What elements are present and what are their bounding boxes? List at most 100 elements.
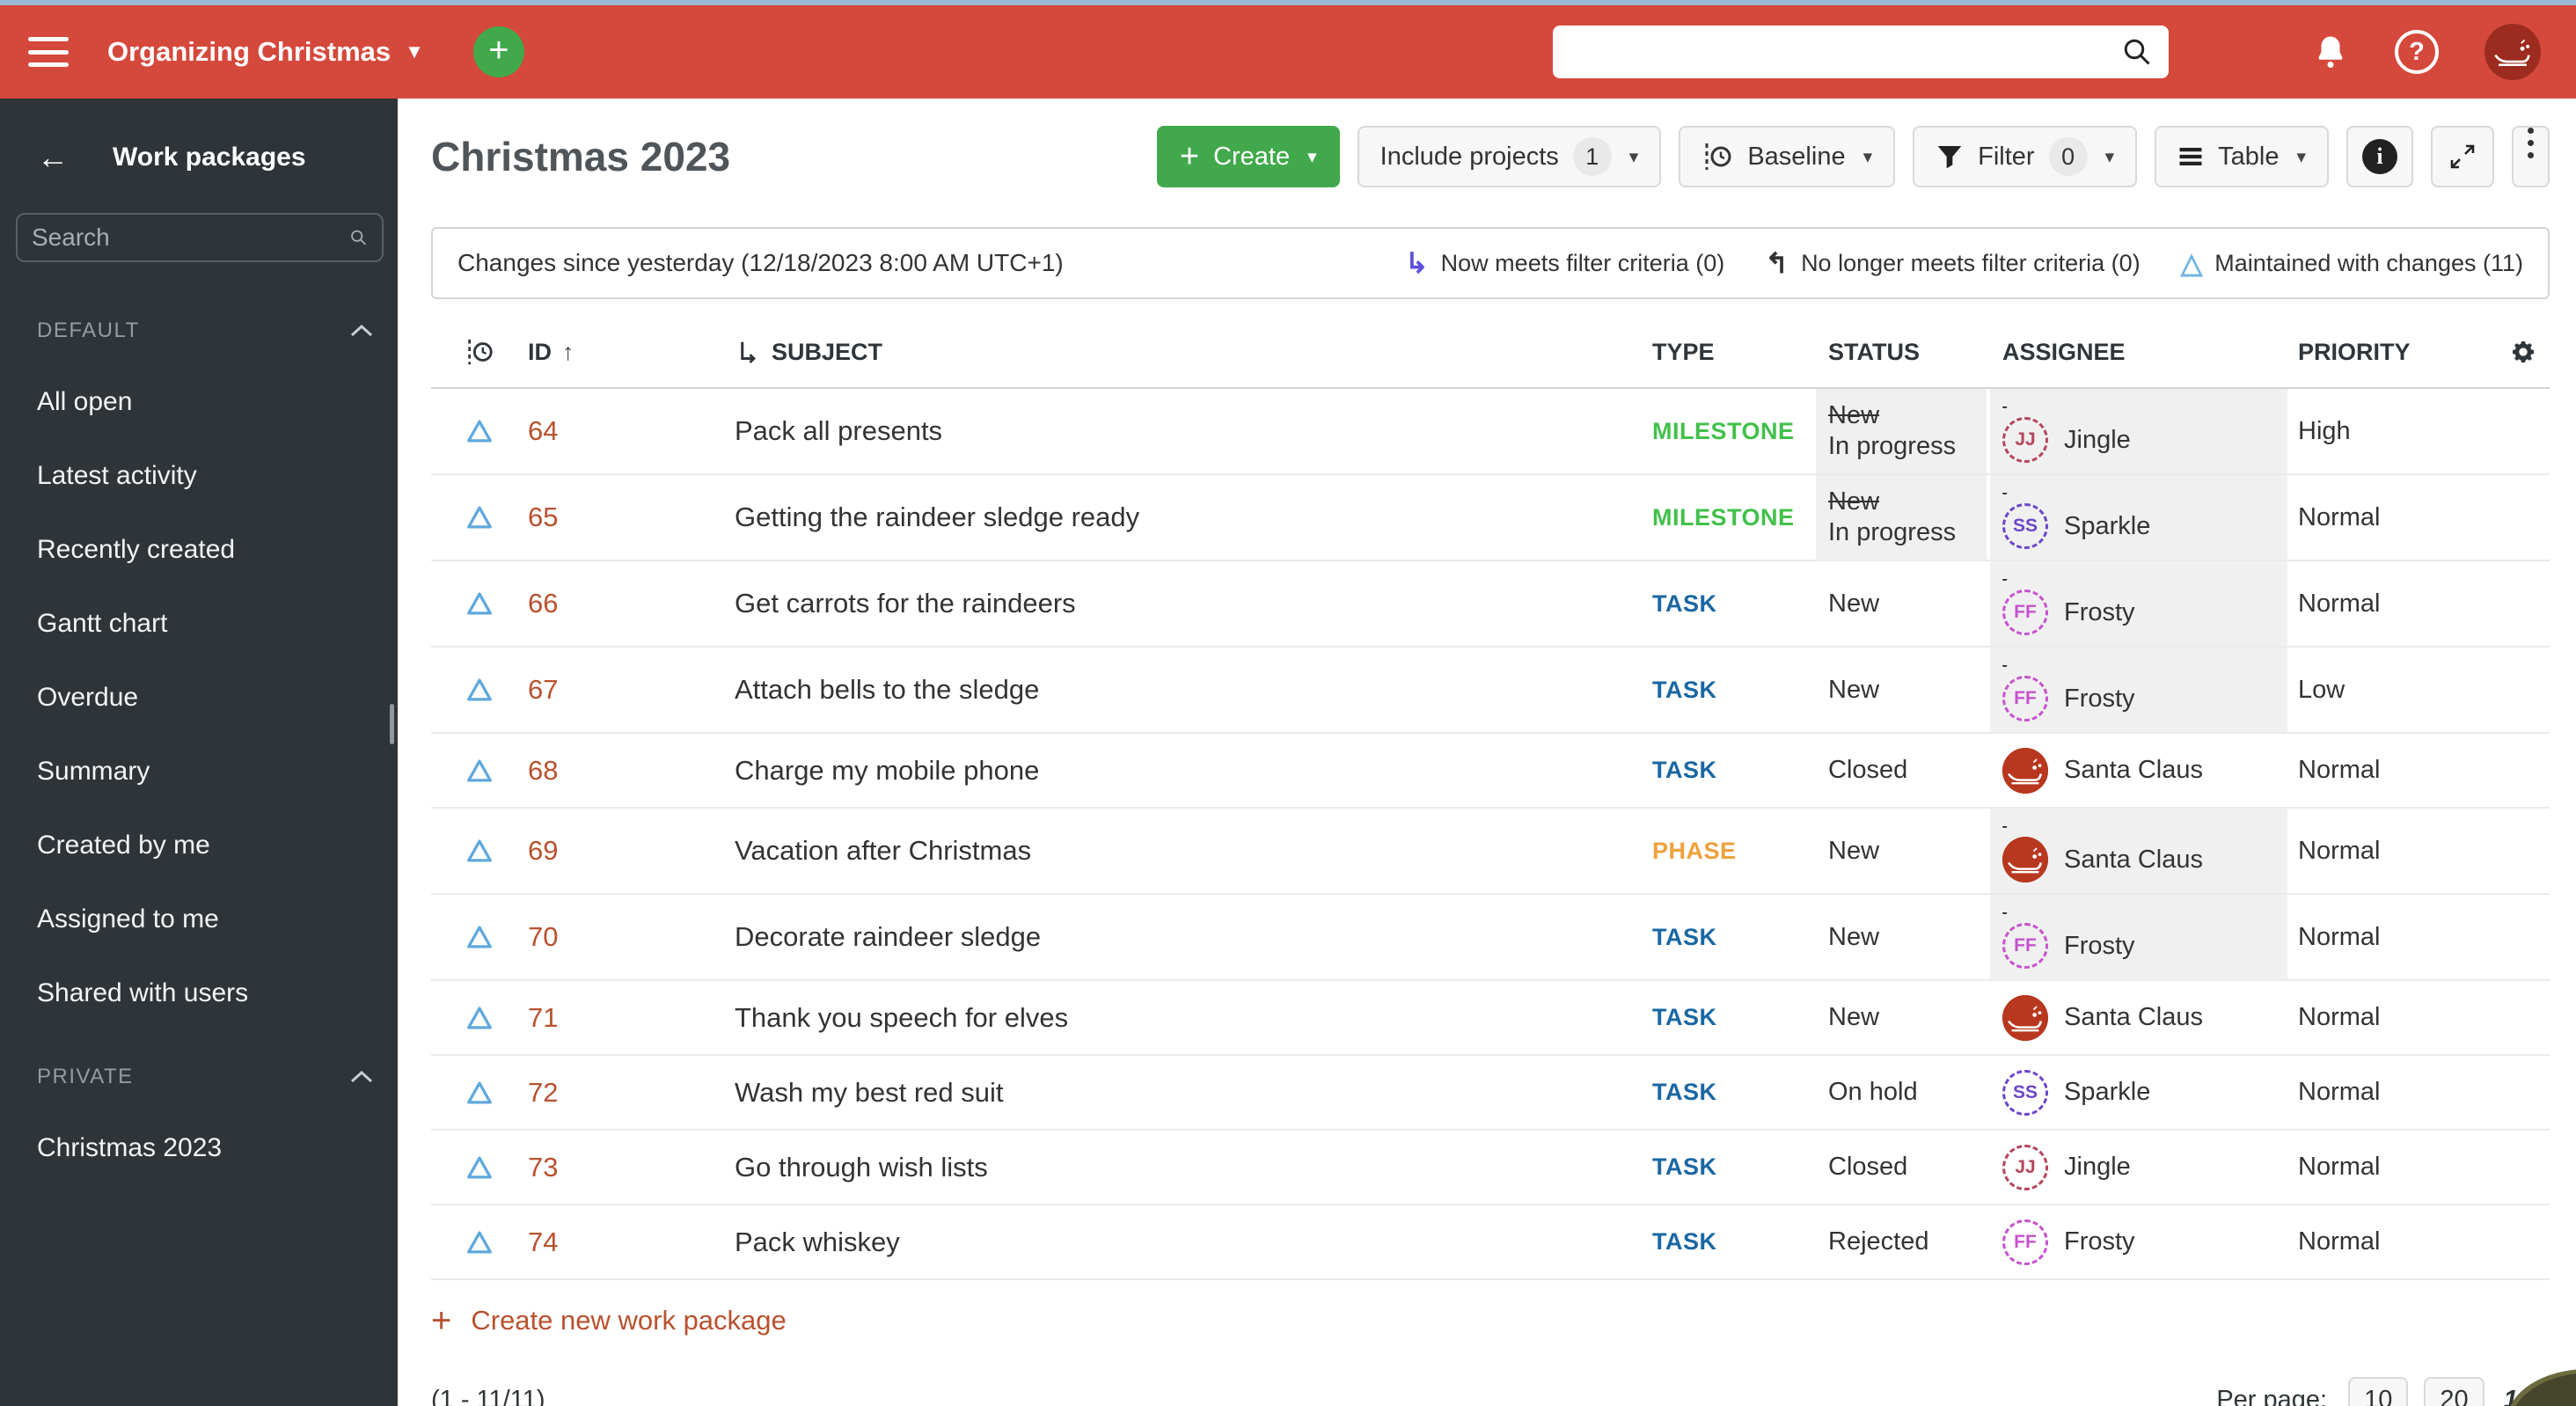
table-row[interactable]: 73 Go through wish lists TASK Closed JJ Jingl… <box>431 1131 2550 1205</box>
work-package-type[interactable]: MILESTONE <box>1652 503 1795 531</box>
work-package-status[interactable]: Closed <box>1816 1131 1990 1204</box>
work-package-status[interactable]: New <box>1816 981 1990 1054</box>
column-header-id[interactable]: ID ↑ <box>528 338 574 365</box>
work-package-type[interactable]: TASK <box>1652 1004 1717 1030</box>
work-package-id-link[interactable]: 68 <box>528 754 559 786</box>
sidebar-item-assigned-to-me[interactable]: Assigned to me <box>37 904 219 934</box>
work-package-subject[interactable]: Thank you speech for elves <box>735 1001 1069 1033</box>
global-search-box[interactable] <box>1553 26 2169 78</box>
work-package-priority[interactable]: Normal <box>2298 756 2381 784</box>
work-package-status[interactable]: New In progress <box>1816 389 1990 473</box>
user-avatar[interactable] <box>2485 24 2541 80</box>
fullscreen-button[interactable] <box>2431 126 2494 187</box>
work-package-type[interactable]: TASK <box>1652 923 1717 950</box>
chevron-up-icon[interactable] <box>350 324 373 338</box>
work-package-status[interactable]: New In progress <box>1816 475 1990 560</box>
filter-button[interactable]: Filter 0 ▾ <box>1913 126 2138 187</box>
work-package-type[interactable]: PHASE <box>1652 837 1737 864</box>
work-package-type[interactable]: TASK <box>1652 757 1717 783</box>
per-page-option-10[interactable]: 10 <box>2348 1377 2409 1406</box>
work-package-status[interactable]: New <box>1816 895 1990 979</box>
table-row[interactable]: 71 Thank you speech for elves TASK New Santa… <box>431 981 2550 1056</box>
work-package-status[interactable]: Rejected <box>1816 1205 1990 1278</box>
work-package-type[interactable]: TASK <box>1652 1228 1717 1255</box>
banner-legend-maintained-with-changes-[interactable]: △ Maintained with changes (11) <box>2181 246 2523 280</box>
work-package-type[interactable]: MILESTONE <box>1652 417 1795 444</box>
sidebar-item-shared-with-users[interactable]: Shared with users <box>37 978 249 1007</box>
quick-add-button[interactable]: + <box>472 26 524 77</box>
sidebar-item-created-by-me[interactable]: Created by me <box>37 831 210 860</box>
work-package-assignee[interactable]: - FF Frosty <box>1990 648 2287 732</box>
work-package-assignee[interactable]: - FF Frosty <box>1990 561 2287 646</box>
work-package-type[interactable]: TASK <box>1652 589 1717 617</box>
create-new-work-package-link[interactable]: + Create new work package <box>431 1301 787 1340</box>
work-package-id-link[interactable]: 66 <box>528 588 559 619</box>
baseline-button[interactable]: Baseline ▾ <box>1679 126 1896 187</box>
table-row[interactable]: 69 Vacation after Christmas PHASE New - Santa… <box>431 809 2550 895</box>
work-package-subject[interactable]: Pack whiskey <box>735 1226 900 1257</box>
baseline-column-icon[interactable] <box>465 337 494 367</box>
per-page-option-20[interactable]: 20 <box>2424 1377 2485 1406</box>
column-header-type[interactable]: TYPE <box>1652 338 1715 365</box>
work-package-status[interactable]: New <box>1816 561 1990 646</box>
work-package-assignee[interactable]: FF Frosty <box>1990 1205 2287 1278</box>
work-package-subject[interactable]: Get carrots for the raindeers <box>735 588 1076 619</box>
work-package-priority[interactable]: Normal <box>2298 836 2381 865</box>
sidebar-section-default[interactable]: DEFAULT <box>37 319 373 343</box>
sidebar-section-private[interactable]: PRIVATE <box>37 1065 373 1089</box>
global-search-input[interactable] <box>1569 38 2121 66</box>
view-mode-button[interactable]: Table ▾ <box>2155 126 2329 187</box>
sidebar-item-recently-created[interactable]: Recently created <box>37 535 236 564</box>
work-package-priority[interactable]: Low <box>2298 675 2345 704</box>
work-package-subject[interactable]: Decorate raindeer sledge <box>735 921 1042 952</box>
work-package-priority[interactable]: Normal <box>2298 922 2381 951</box>
work-package-assignee[interactable]: - FF Frosty <box>1990 895 2287 979</box>
create-button[interactable]: + Create ▾ <box>1156 126 1340 187</box>
sidebar-item-summary[interactable]: Summary <box>37 757 150 786</box>
work-package-subject[interactable]: Pack all presents <box>735 415 943 446</box>
table-row[interactable]: 70 Decorate raindeer sledge TASK New - FF Fros… <box>431 895 2550 981</box>
work-package-assignee[interactable]: - JJ Jingle <box>1990 389 2287 473</box>
column-header-status[interactable]: STATUS <box>1828 338 1920 365</box>
work-package-status[interactable]: New <box>1816 648 1990 732</box>
table-row[interactable]: 64 Pack all presents MILESTONE New In progre… <box>431 389 2550 475</box>
banner-legend-now-meets-filter-criteria-[interactable]: ↳ Now meets filter criteria (0) <box>1405 246 1724 280</box>
work-package-type[interactable]: TASK <box>1652 1153 1717 1180</box>
table-row[interactable]: 67 Attach bells to the sledge TASK New - FF Fr… <box>431 648 2550 734</box>
sidebar-item-latest-activity[interactable]: Latest activity <box>37 461 197 490</box>
work-package-subject[interactable]: Wash my best red suit <box>735 1076 1004 1108</box>
help-icon[interactable]: ? <box>2395 30 2439 74</box>
main-menu-icon[interactable] <box>28 37 69 67</box>
work-package-assignee[interactable]: Santa Claus <box>1990 734 2287 807</box>
work-package-id-link[interactable]: 67 <box>528 674 559 705</box>
table-row[interactable]: 72 Wash my best red suit TASK On hold SS Spar… <box>431 1056 2550 1131</box>
column-header-subject[interactable]: SUBJECT <box>735 339 1652 366</box>
work-package-status[interactable]: Closed <box>1816 734 1990 807</box>
sidebar-item-all-open[interactable]: All open <box>37 387 133 416</box>
table-row[interactable]: 68 Charge my mobile phone TASK Closed Santa … <box>431 734 2550 809</box>
work-package-id-link[interactable]: 74 <box>528 1226 559 1257</box>
work-package-priority[interactable]: High <box>2298 416 2351 445</box>
column-header-assignee[interactable]: ASSIGNEE <box>2002 338 2126 365</box>
sidebar-scrollbar-thumb[interactable] <box>390 704 394 744</box>
work-package-priority[interactable]: Normal <box>2298 502 2381 531</box>
work-package-subject[interactable]: Vacation after Christmas <box>735 835 1032 866</box>
table-row[interactable]: 74 Pack whiskey TASK Rejected FF Frosty Normal <box>431 1205 2550 1280</box>
back-arrow-icon[interactable]: ← <box>37 139 69 175</box>
sidebar-item-gantt-chart[interactable]: Gantt chart <box>37 609 168 638</box>
work-package-id-link[interactable]: 69 <box>528 835 559 866</box>
chevron-up-icon[interactable] <box>350 1070 373 1084</box>
work-package-subject[interactable]: Charge my mobile phone <box>735 754 1040 786</box>
project-selector[interactable]: Organizing Christmas ▼ <box>107 36 424 68</box>
work-package-type[interactable]: TASK <box>1652 676 1717 703</box>
work-package-subject[interactable]: Attach bells to the sledge <box>735 674 1040 705</box>
work-package-status[interactable]: New <box>1816 809 1990 893</box>
work-package-subject[interactable]: Getting the raindeer sledge ready <box>735 502 1140 532</box>
column-header-priority[interactable]: PRIORITY <box>2298 338 2411 365</box>
work-package-assignee[interactable]: - SS Sparkle <box>1990 475 2287 560</box>
work-package-assignee[interactable]: - Santa Claus <box>1990 809 2287 893</box>
modules-grid-icon[interactable] <box>2230 34 2266 70</box>
work-package-priority[interactable]: Normal <box>2298 1003 2381 1031</box>
table-settings-gear-icon[interactable] <box>2509 338 2537 366</box>
work-package-id-link[interactable]: 72 <box>528 1076 559 1108</box>
